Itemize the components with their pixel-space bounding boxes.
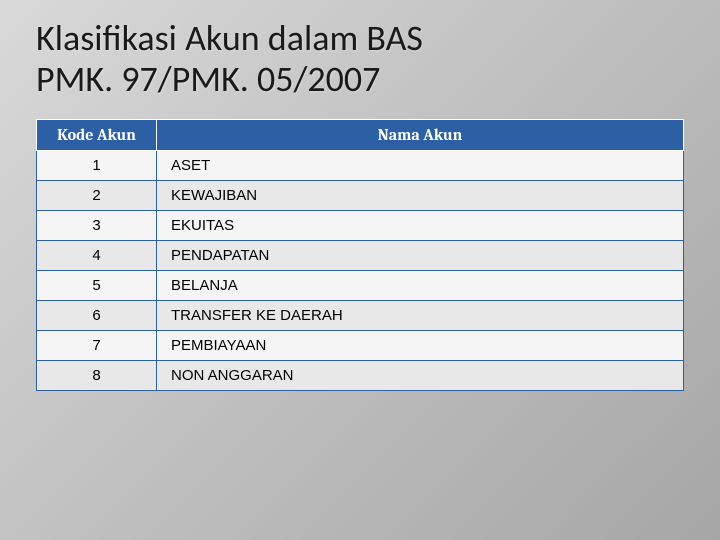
cell-nama: PEMBIAYAAN	[157, 330, 684, 360]
table-row: 3 EKUITAS	[37, 210, 684, 240]
cell-kode: 1	[37, 150, 157, 180]
table-body: 1 ASET 2 KEWAJIBAN 3 EKUITAS 4 PENDAPATA…	[37, 150, 684, 390]
account-classification-table: Kode Akun Nama Akun 1 ASET 2 KEWAJIBAN 3…	[36, 119, 684, 391]
table-header-row: Kode Akun Nama Akun	[37, 119, 684, 150]
cell-nama: TRANSFER KE DAERAH	[157, 300, 684, 330]
cell-kode: 7	[37, 330, 157, 360]
table-row: 1 ASET	[37, 150, 684, 180]
table-row: 7 PEMBIAYAAN	[37, 330, 684, 360]
cell-nama: NON ANGGARAN	[157, 360, 684, 390]
table-row: 4 PENDAPATAN	[37, 240, 684, 270]
table-row: 2 KEWAJIBAN	[37, 180, 684, 210]
cell-nama: ASET	[157, 150, 684, 180]
cell-kode: 5	[37, 270, 157, 300]
table-row: 8 NON ANGGARAN	[37, 360, 684, 390]
header-nama-akun: Nama Akun	[157, 119, 684, 150]
slide-container: Klasifikasi Akun dalam BAS PMK. 97/PMK. …	[0, 0, 720, 540]
cell-nama: PENDAPATAN	[157, 240, 684, 270]
title-line-1: Klasifikasi Akun dalam BAS	[36, 16, 423, 60]
table-row: 5 BELANJA	[37, 270, 684, 300]
cell-kode: 8	[37, 360, 157, 390]
slide-title: Klasifikasi Akun dalam BAS PMK. 97/PMK. …	[36, 18, 684, 101]
cell-kode: 3	[37, 210, 157, 240]
cell-nama: EKUITAS	[157, 210, 684, 240]
header-kode-akun: Kode Akun	[37, 119, 157, 150]
cell-kode: 4	[37, 240, 157, 270]
cell-kode: 2	[37, 180, 157, 210]
table-row: 6 TRANSFER KE DAERAH	[37, 300, 684, 330]
cell-nama: KEWAJIBAN	[157, 180, 684, 210]
title-line-2: PMK. 97/PMK. 05/2007	[36, 57, 380, 101]
cell-nama: BELANJA	[157, 270, 684, 300]
cell-kode: 6	[37, 300, 157, 330]
account-table-container: Kode Akun Nama Akun 1 ASET 2 KEWAJIBAN 3…	[36, 119, 684, 391]
